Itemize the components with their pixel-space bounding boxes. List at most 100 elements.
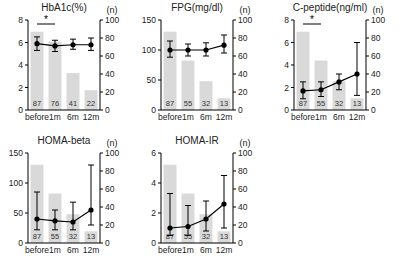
y-tick [291, 42, 294, 43]
y-tick [158, 110, 161, 111]
y-tick [25, 20, 28, 21]
y2-tick-label: 0 [105, 238, 110, 248]
marker [52, 43, 57, 48]
y2-tick-label: 80 [105, 166, 115, 176]
data-label: 76 [51, 99, 59, 108]
error-stem [206, 201, 207, 231]
error-cap [52, 51, 58, 52]
y-tick [158, 50, 161, 51]
y2-tick [366, 110, 369, 111]
error-cap [88, 50, 94, 51]
error-cap [185, 44, 191, 45]
marker [203, 216, 208, 221]
y-tick-label: 50 [14, 208, 24, 218]
error-cap [70, 39, 76, 40]
error-cap [221, 175, 227, 176]
marker [70, 42, 75, 47]
y2-label: (n) [373, 5, 384, 15]
data-label: 32 [335, 99, 343, 108]
y-axis [28, 153, 29, 243]
y2-tick [233, 20, 236, 21]
bar [31, 32, 44, 110]
y2-label: (n) [107, 5, 118, 15]
y2-tick-label: 80 [238, 33, 248, 43]
y-tick [158, 243, 161, 244]
figure: HbA1c(%)(n)8776412202468020406080100befo… [0, 0, 400, 266]
error-cap [52, 229, 58, 230]
y2-tick-label: 100 [238, 148, 252, 158]
line [303, 74, 357, 91]
data-label: 87 [299, 99, 307, 108]
marker [185, 224, 190, 229]
y-tick-label: 100 [9, 178, 23, 188]
y2-axis [233, 153, 234, 243]
y2-tick-label: 100 [105, 148, 119, 158]
y2-tick-label: 80 [105, 33, 115, 43]
bar [182, 194, 195, 244]
bar [297, 32, 310, 110]
bar [31, 165, 44, 243]
y-axis [161, 153, 162, 243]
y-tick [158, 80, 161, 81]
y2-tick [366, 38, 369, 39]
y2-tick [366, 74, 369, 75]
bar [351, 98, 364, 110]
error-cap [88, 38, 94, 39]
error-cap [88, 225, 94, 226]
data-label: 55 [184, 99, 192, 108]
x-tick-label: before [25, 112, 49, 122]
x-axis [28, 110, 100, 111]
y2-tick-label: 40 [105, 202, 115, 212]
y-tick-label: 0 [18, 238, 23, 248]
y-tick-label: 6 [284, 38, 289, 48]
y2-tick-label: 40 [371, 69, 381, 79]
error-bar [34, 37, 40, 51]
x-axis [161, 243, 233, 244]
bar [182, 61, 195, 111]
y2-tick [233, 110, 236, 111]
title: FPG(mg/dl) [171, 2, 223, 13]
error-cap [34, 229, 40, 230]
y2-tick [100, 38, 103, 39]
error-cap [167, 41, 173, 42]
y-tick [158, 20, 161, 21]
marker [203, 47, 208, 52]
y2-tick [100, 243, 103, 244]
bar [200, 81, 213, 110]
y-tick-label: 50 [147, 75, 157, 85]
error-bar [52, 210, 58, 230]
data-label: 87 [33, 99, 41, 108]
error-bar [167, 41, 173, 57]
error-cap [52, 40, 58, 41]
y2-tick [100, 74, 103, 75]
y-tick-label: 6 [151, 148, 156, 158]
data-label: 32 [69, 232, 77, 241]
x-tick-label: 1m [49, 245, 61, 255]
y-tick-label: 0 [284, 105, 289, 115]
marker [221, 43, 226, 48]
y2-tick [100, 110, 103, 111]
error-stem [37, 192, 38, 230]
error-stem [91, 165, 92, 225]
y-tick [158, 183, 161, 184]
line [37, 44, 91, 46]
error-cap [354, 95, 360, 96]
title: HOMA-beta [38, 135, 91, 146]
x-tick-label: 1m [49, 112, 61, 122]
error-cap [318, 96, 324, 97]
error-cap [34, 36, 40, 37]
x-tick-label: 6m [67, 245, 79, 255]
x-tick-label: 1m [182, 112, 194, 122]
panel: FPG(mg/dl)(n)875532130501001500204060801… [142, 2, 253, 122]
marker [52, 218, 57, 223]
y2-tick [233, 153, 236, 154]
error-cap [88, 165, 94, 166]
data-label: 87 [33, 232, 41, 241]
y2-tick [233, 189, 236, 190]
error-cap [221, 228, 227, 229]
y2-axis [233, 20, 234, 110]
annotation: * [44, 14, 48, 25]
y2-tick [100, 207, 103, 208]
data-label: 13 [353, 99, 361, 108]
y2-tick [233, 92, 236, 93]
